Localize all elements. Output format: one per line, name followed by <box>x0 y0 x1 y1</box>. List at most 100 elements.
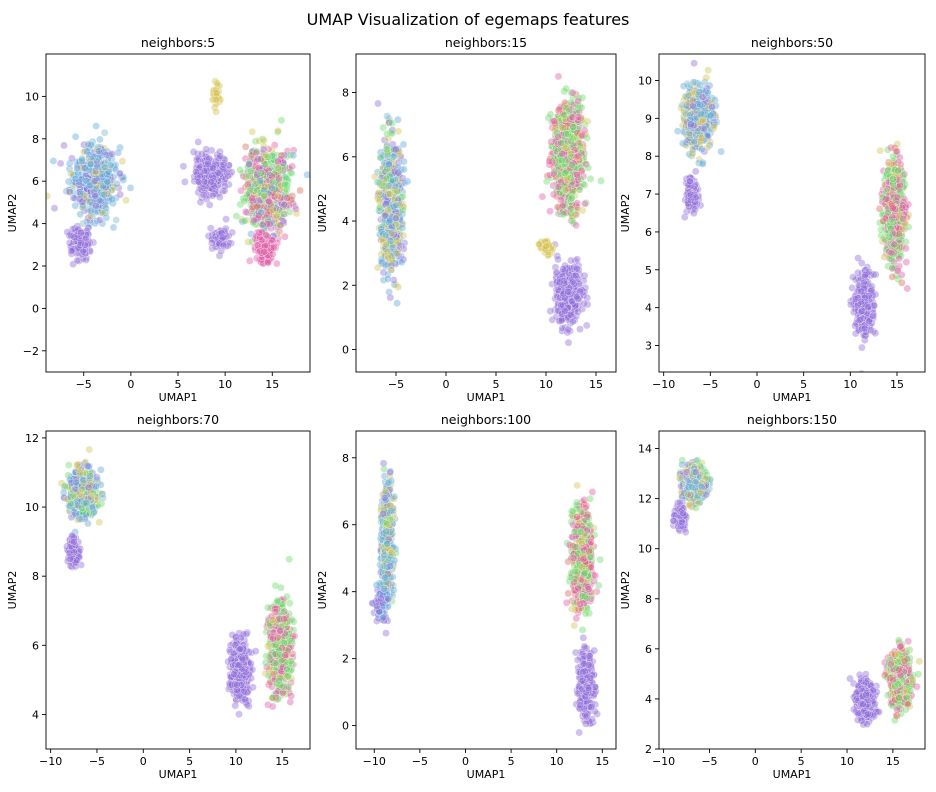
scatter-point <box>277 116 286 125</box>
scatter-point <box>225 161 233 170</box>
scatter-point <box>384 254 393 262</box>
scatter-point <box>73 164 81 173</box>
scatter-point <box>196 198 205 207</box>
scatter-point <box>569 123 578 131</box>
scatter-point <box>212 107 220 116</box>
scatter-point <box>400 157 408 166</box>
scatter-point <box>200 167 209 175</box>
scatter-point <box>289 151 298 160</box>
scatter-point <box>246 167 255 176</box>
scatter-point <box>564 338 573 347</box>
scatter-point <box>704 66 713 75</box>
scatter-point <box>385 190 394 198</box>
scatter-point <box>708 103 716 111</box>
scatter-point <box>70 233 79 242</box>
scatter-point <box>102 213 111 222</box>
scatter-point <box>71 201 80 210</box>
scatter-point <box>76 239 85 247</box>
x-tick-label: 15 <box>265 378 279 391</box>
scatter-point <box>571 271 580 280</box>
scatter-point <box>580 299 589 308</box>
scatter-point <box>559 210 568 219</box>
scatter-point <box>84 230 93 239</box>
scatter-point <box>85 166 93 174</box>
scatter-point <box>559 201 567 210</box>
scatter-point <box>568 194 576 202</box>
scatter-point <box>398 224 407 232</box>
scatter-point <box>86 212 95 220</box>
scatter-point <box>91 167 100 175</box>
scatter-point <box>78 154 86 163</box>
y-tick-label: 0 <box>32 302 39 315</box>
scatter-point <box>688 101 697 110</box>
scatter-point <box>46 192 52 200</box>
scatter-point <box>93 143 102 151</box>
scatter-point <box>388 129 396 138</box>
scatter-point <box>252 148 260 157</box>
y-axis-label: UMAP2 <box>316 194 329 233</box>
scatter-point <box>192 167 200 176</box>
scatter-point <box>114 148 123 157</box>
scatter-point <box>100 190 109 199</box>
scatter-point <box>696 81 705 89</box>
scatter-point <box>550 117 559 126</box>
scatter-point <box>179 162 188 171</box>
scatter-point <box>63 228 72 236</box>
scatter-point <box>574 97 583 105</box>
scatter-point <box>554 255 562 264</box>
scatter-point <box>108 150 117 158</box>
scatter-point <box>189 148 198 156</box>
y-axis-label: UMAP2 <box>6 194 19 233</box>
scatter-point <box>268 172 276 181</box>
scatter-point <box>73 256 82 265</box>
scatter-point <box>94 147 103 156</box>
scatter-point <box>245 160 254 168</box>
scatter-point <box>690 59 698 68</box>
x-tick-label: 10 <box>539 378 553 391</box>
scatter-point <box>84 240 93 248</box>
scatter-point <box>281 180 290 189</box>
scatter-point <box>560 306 569 315</box>
scatter-point <box>689 78 698 87</box>
scatter-point <box>573 170 582 179</box>
scatter-point <box>269 243 278 252</box>
scatter-point <box>574 113 583 121</box>
scatter-point <box>116 190 125 199</box>
y-tick-label: 4 <box>32 218 39 231</box>
scatter-point <box>584 163 593 172</box>
scatter-point <box>86 206 95 215</box>
scatter-point <box>272 259 281 268</box>
scatter-point <box>192 155 201 164</box>
scatter-point <box>387 229 396 238</box>
scatter-point <box>56 159 65 168</box>
scatter-point <box>582 321 591 330</box>
scatter-point <box>102 204 110 213</box>
scatter-point <box>578 206 587 215</box>
x-tick-label: −5 <box>388 378 404 391</box>
scatter-point <box>232 212 241 220</box>
scatter-point <box>91 208 100 217</box>
scatter-point <box>243 190 251 199</box>
scatter-point <box>545 157 554 166</box>
scatter-point <box>92 168 101 177</box>
scatter-points <box>46 77 310 269</box>
scatter-point <box>597 177 605 185</box>
y-tick-label: 6 <box>342 151 349 164</box>
scatter-point <box>562 130 570 138</box>
scatter-point <box>560 111 569 119</box>
scatter-point <box>241 142 250 151</box>
y-tick-label: 4 <box>342 215 349 228</box>
scatter-point <box>181 178 189 186</box>
scatter-point <box>208 239 216 247</box>
x-tick-label: 0 <box>443 378 450 391</box>
scatter-point <box>109 199 117 208</box>
scatter-point <box>552 268 561 277</box>
scatter-point <box>564 325 573 334</box>
scatter-point <box>549 169 558 178</box>
scatter-point <box>76 190 85 198</box>
scatter-point <box>78 198 87 206</box>
scatter-point <box>49 157 58 165</box>
scatter-point <box>79 247 88 256</box>
scatter-point <box>897 278 906 287</box>
